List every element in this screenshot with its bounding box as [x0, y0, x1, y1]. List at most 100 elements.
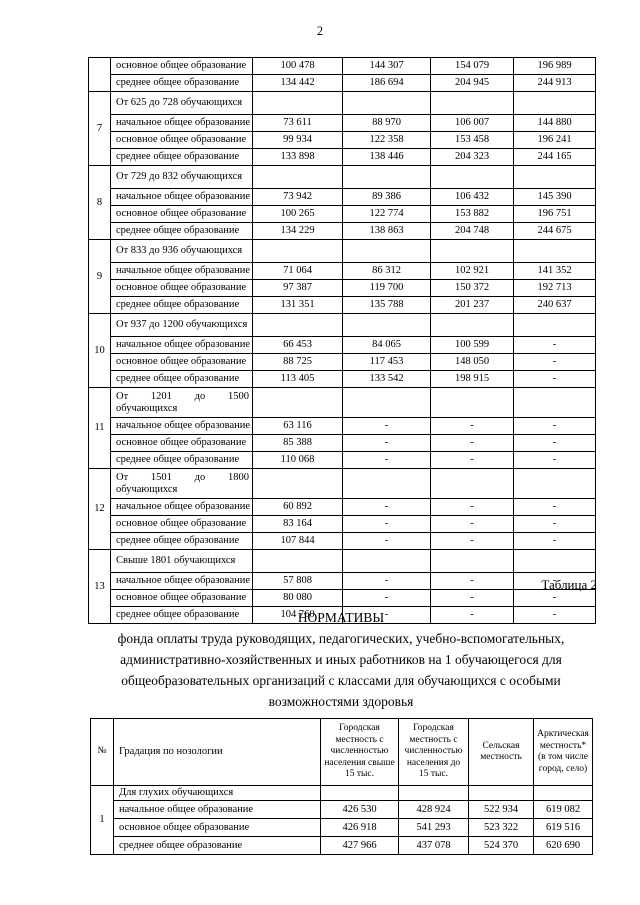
empty-cell	[342, 239, 431, 263]
value-cell: 154 079	[430, 57, 514, 75]
value-cell: -	[513, 353, 596, 371]
empty-cell	[430, 165, 514, 189]
row-label: основное общее образование	[110, 131, 253, 149]
table-row: среднее общее образование 104 760- - -	[89, 606, 596, 624]
value-cell: 522 934	[468, 800, 534, 819]
value-cell: 100 478	[252, 57, 343, 75]
table2-header-row: № Градация по нозологии Городская местно…	[90, 718, 593, 786]
value-cell: 100 265	[252, 205, 343, 223]
empty-cell	[342, 468, 431, 499]
value-cell: -	[513, 434, 596, 452]
table-row: начальное общее образование 63 116- - -	[89, 417, 596, 435]
group-category-row: 12 От 1501 до 1800 обучающихся	[88, 468, 596, 550]
row-label: начальное общее образование	[113, 800, 321, 819]
value-cell: -	[513, 498, 596, 516]
empty-cell	[513, 165, 596, 189]
value-cell: 240 637	[513, 296, 596, 314]
table2-title-body: фонда оплаты труда руководящих, педагоги…	[117, 631, 565, 709]
norms-table-by-enrollment: основное общее образование 100 478 144 307…	[88, 57, 596, 624]
empty-cell	[513, 387, 596, 418]
empty-cell	[513, 468, 596, 499]
value-cell: 524 370	[468, 836, 534, 855]
value-cell: -	[513, 451, 596, 469]
value-cell: 84 065	[342, 336, 431, 354]
value-cell: 201 237	[430, 296, 514, 314]
table-row: среднее общее образование 107 844- - -	[89, 532, 596, 550]
empty-cell	[342, 165, 431, 189]
row-label: начальное общее образование	[110, 417, 253, 435]
empty-cell	[252, 239, 343, 263]
value-cell: 117 453	[342, 353, 431, 371]
value-cell: 100 599	[430, 336, 514, 354]
table-row: основное общее образование 80 080- - -	[89, 589, 596, 607]
value-cell: -	[513, 336, 596, 354]
value-cell: 198 915	[430, 370, 514, 388]
row-label: среднее общее образование	[110, 370, 253, 388]
table-row: начальное общее образование 71 064 86 312 1…	[89, 262, 596, 280]
empty-cell	[533, 785, 593, 801]
value-cell: 97 387	[252, 279, 343, 297]
value-cell: 88 970	[342, 114, 431, 132]
empty-cell	[342, 387, 431, 418]
value-cell: -	[513, 532, 596, 550]
row-label: среднее общее образование	[113, 836, 321, 855]
empty-cell	[252, 387, 343, 418]
empty-cell	[252, 313, 343, 337]
empty-cell	[513, 549, 596, 573]
table-row: начальное общее образование 60 892- - -	[89, 498, 596, 516]
table2-caption: Таблица 2	[541, 577, 597, 592]
value-cell: 541 293	[398, 818, 469, 837]
value-cell: 83 164	[252, 515, 343, 533]
value-cell: 131 351	[252, 296, 343, 314]
value-cell: -	[513, 589, 596, 607]
value-cell: 73 611	[252, 114, 343, 132]
group-number: 1	[90, 785, 114, 855]
table-row: основное общее образование 97 387 119 700 1…	[89, 279, 596, 297]
value-cell: -	[342, 606, 431, 624]
value-cell: 204 748	[430, 222, 514, 240]
empty-cell	[320, 785, 399, 801]
row-label: среднее общее образование	[110, 148, 253, 166]
empty-cell	[252, 468, 343, 499]
value-cell: 426 918	[320, 818, 399, 837]
row-label: начальное общее образование	[110, 262, 253, 280]
value-cell: 113 405	[252, 370, 343, 388]
value-cell: 133 542	[342, 370, 431, 388]
empty-cell	[430, 387, 514, 418]
empty-cell	[430, 313, 514, 337]
value-cell: 150 372	[430, 279, 514, 297]
value-cell: 88 725	[252, 353, 343, 371]
row-label: основное общее образование	[110, 205, 253, 223]
table-row: основное общее образование 83 164- - -	[89, 515, 596, 533]
row-label: начальное общее образование	[110, 336, 253, 354]
empty-cell	[252, 91, 343, 115]
value-cell: -	[513, 606, 596, 624]
group-category-row: 10 От 937 до 1200 обучающихся	[88, 313, 596, 388]
row-label: среднее общее образование	[110, 74, 253, 92]
empty-cell	[513, 313, 596, 337]
table-row: среднее общее образование 113 405 133 542 1…	[89, 370, 596, 388]
group-number: 12	[88, 468, 111, 550]
value-cell: 99 934	[252, 131, 343, 149]
value-cell: -	[430, 434, 514, 452]
value-cell: 106 432	[430, 188, 514, 206]
value-cell: 144 880	[513, 114, 596, 132]
value-cell: 186 694	[342, 74, 431, 92]
value-cell: 204 323	[430, 148, 514, 166]
value-cell: 138 863	[342, 222, 431, 240]
col-header-number: №	[90, 718, 114, 786]
row-label: среднее общее образование	[110, 296, 253, 314]
value-cell: 145 390	[513, 188, 596, 206]
value-cell: -	[513, 370, 596, 388]
value-cell: 196 989	[513, 57, 596, 75]
value-cell: 148 050	[430, 353, 514, 371]
empty-cell	[342, 549, 431, 573]
row-label: основное общее образование	[110, 434, 253, 452]
value-cell: 71 064	[252, 262, 343, 280]
table-row: основное общее образование 88 725 117 453 1…	[89, 353, 596, 371]
row-label: среднее общее образование	[110, 451, 253, 469]
group-category-label: Свыше 1801 обучающихся	[110, 549, 253, 573]
value-cell: 196 751	[513, 205, 596, 223]
value-cell: 192 713	[513, 279, 596, 297]
table-row: начальное общее образование 426 530 428 92…	[91, 800, 593, 819]
